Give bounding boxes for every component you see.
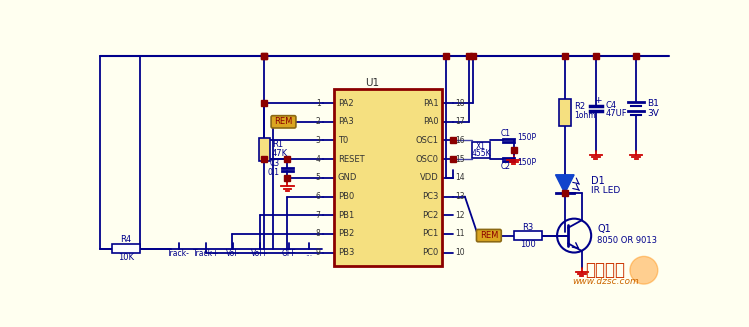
Text: 7: 7 [316,211,321,220]
Circle shape [630,256,658,284]
Text: U1: U1 [366,78,380,88]
Text: ...: ... [306,249,312,258]
FancyBboxPatch shape [514,231,542,240]
Text: 14: 14 [455,173,465,182]
Text: 17: 17 [455,117,465,126]
Text: R4: R4 [121,235,132,244]
Text: PA2: PA2 [338,99,354,108]
Text: 3: 3 [316,136,321,145]
FancyBboxPatch shape [472,142,491,158]
Text: 150P: 150P [518,158,537,167]
Text: REM: REM [274,117,293,126]
Text: PC3: PC3 [422,192,438,201]
Text: 2: 2 [316,117,321,126]
Text: 0.1: 0.1 [267,168,279,177]
Text: D1: D1 [591,176,605,186]
Text: 100: 100 [520,240,536,249]
Text: 6: 6 [316,192,321,201]
Text: Vol-: Vol- [226,249,240,258]
Text: OFF: OFF [282,249,297,258]
Text: PB1: PB1 [338,211,354,220]
FancyBboxPatch shape [112,244,140,253]
Text: PC0: PC0 [422,248,438,257]
Text: 8050 OR 9013: 8050 OR 9013 [598,236,658,245]
Text: T0: T0 [338,136,348,145]
Text: PB3: PB3 [338,248,354,257]
FancyBboxPatch shape [476,230,501,242]
Text: PA1: PA1 [423,99,438,108]
Text: 9: 9 [316,248,321,257]
Text: Vol+: Vol+ [252,249,269,258]
Text: B1: B1 [647,99,659,109]
Text: 455K: 455K [471,149,491,158]
Text: 8: 8 [316,229,321,238]
Text: 12: 12 [455,211,465,220]
Text: R1: R1 [272,140,283,149]
Text: 10: 10 [455,248,465,257]
Text: REM: REM [479,231,498,240]
Text: GND: GND [338,173,357,182]
Text: IR LED: IR LED [591,186,620,195]
Polygon shape [556,175,574,193]
Text: PA0: PA0 [423,117,438,126]
Text: 10K: 10K [118,253,134,263]
Text: 11: 11 [455,229,465,238]
Text: www.dzsc.com: www.dzsc.com [571,277,638,286]
Text: C2: C2 [501,162,511,171]
Text: PC2: PC2 [422,211,438,220]
Text: OSC1: OSC1 [416,136,438,145]
Text: R3: R3 [522,223,533,232]
FancyBboxPatch shape [271,116,296,128]
Text: PA3: PA3 [338,117,354,126]
Text: C1: C1 [501,129,511,138]
Text: VDD: VDD [419,173,438,182]
Text: Q1: Q1 [598,224,611,234]
Text: 47UF: 47UF [606,109,628,118]
Text: PB0: PB0 [338,192,354,201]
Text: 15: 15 [455,155,465,164]
FancyBboxPatch shape [559,98,571,126]
Text: 5: 5 [316,173,321,182]
Text: PC1: PC1 [422,229,438,238]
Text: 4: 4 [316,155,321,164]
Text: PB2: PB2 [338,229,354,238]
Text: 1ohm: 1ohm [574,111,595,120]
Text: Track+: Track+ [192,249,219,258]
Text: 18: 18 [455,99,465,108]
Text: +: + [594,95,601,105]
Text: 16: 16 [455,136,465,145]
Text: 47K: 47K [272,149,288,158]
FancyBboxPatch shape [334,89,443,267]
Text: 1: 1 [316,99,321,108]
Text: Track-: Track- [168,249,190,258]
Text: RESET: RESET [338,155,364,164]
Text: C4: C4 [606,101,617,110]
FancyBboxPatch shape [258,138,270,162]
Text: R2: R2 [574,102,585,111]
Text: C3: C3 [270,159,279,168]
Text: 13: 13 [455,192,465,201]
Text: 维库一下: 维库一下 [585,261,625,279]
Text: 3V: 3V [647,109,659,118]
Text: X1: X1 [476,142,486,151]
Text: 150P: 150P [518,133,537,142]
Text: OSC0: OSC0 [416,155,438,164]
